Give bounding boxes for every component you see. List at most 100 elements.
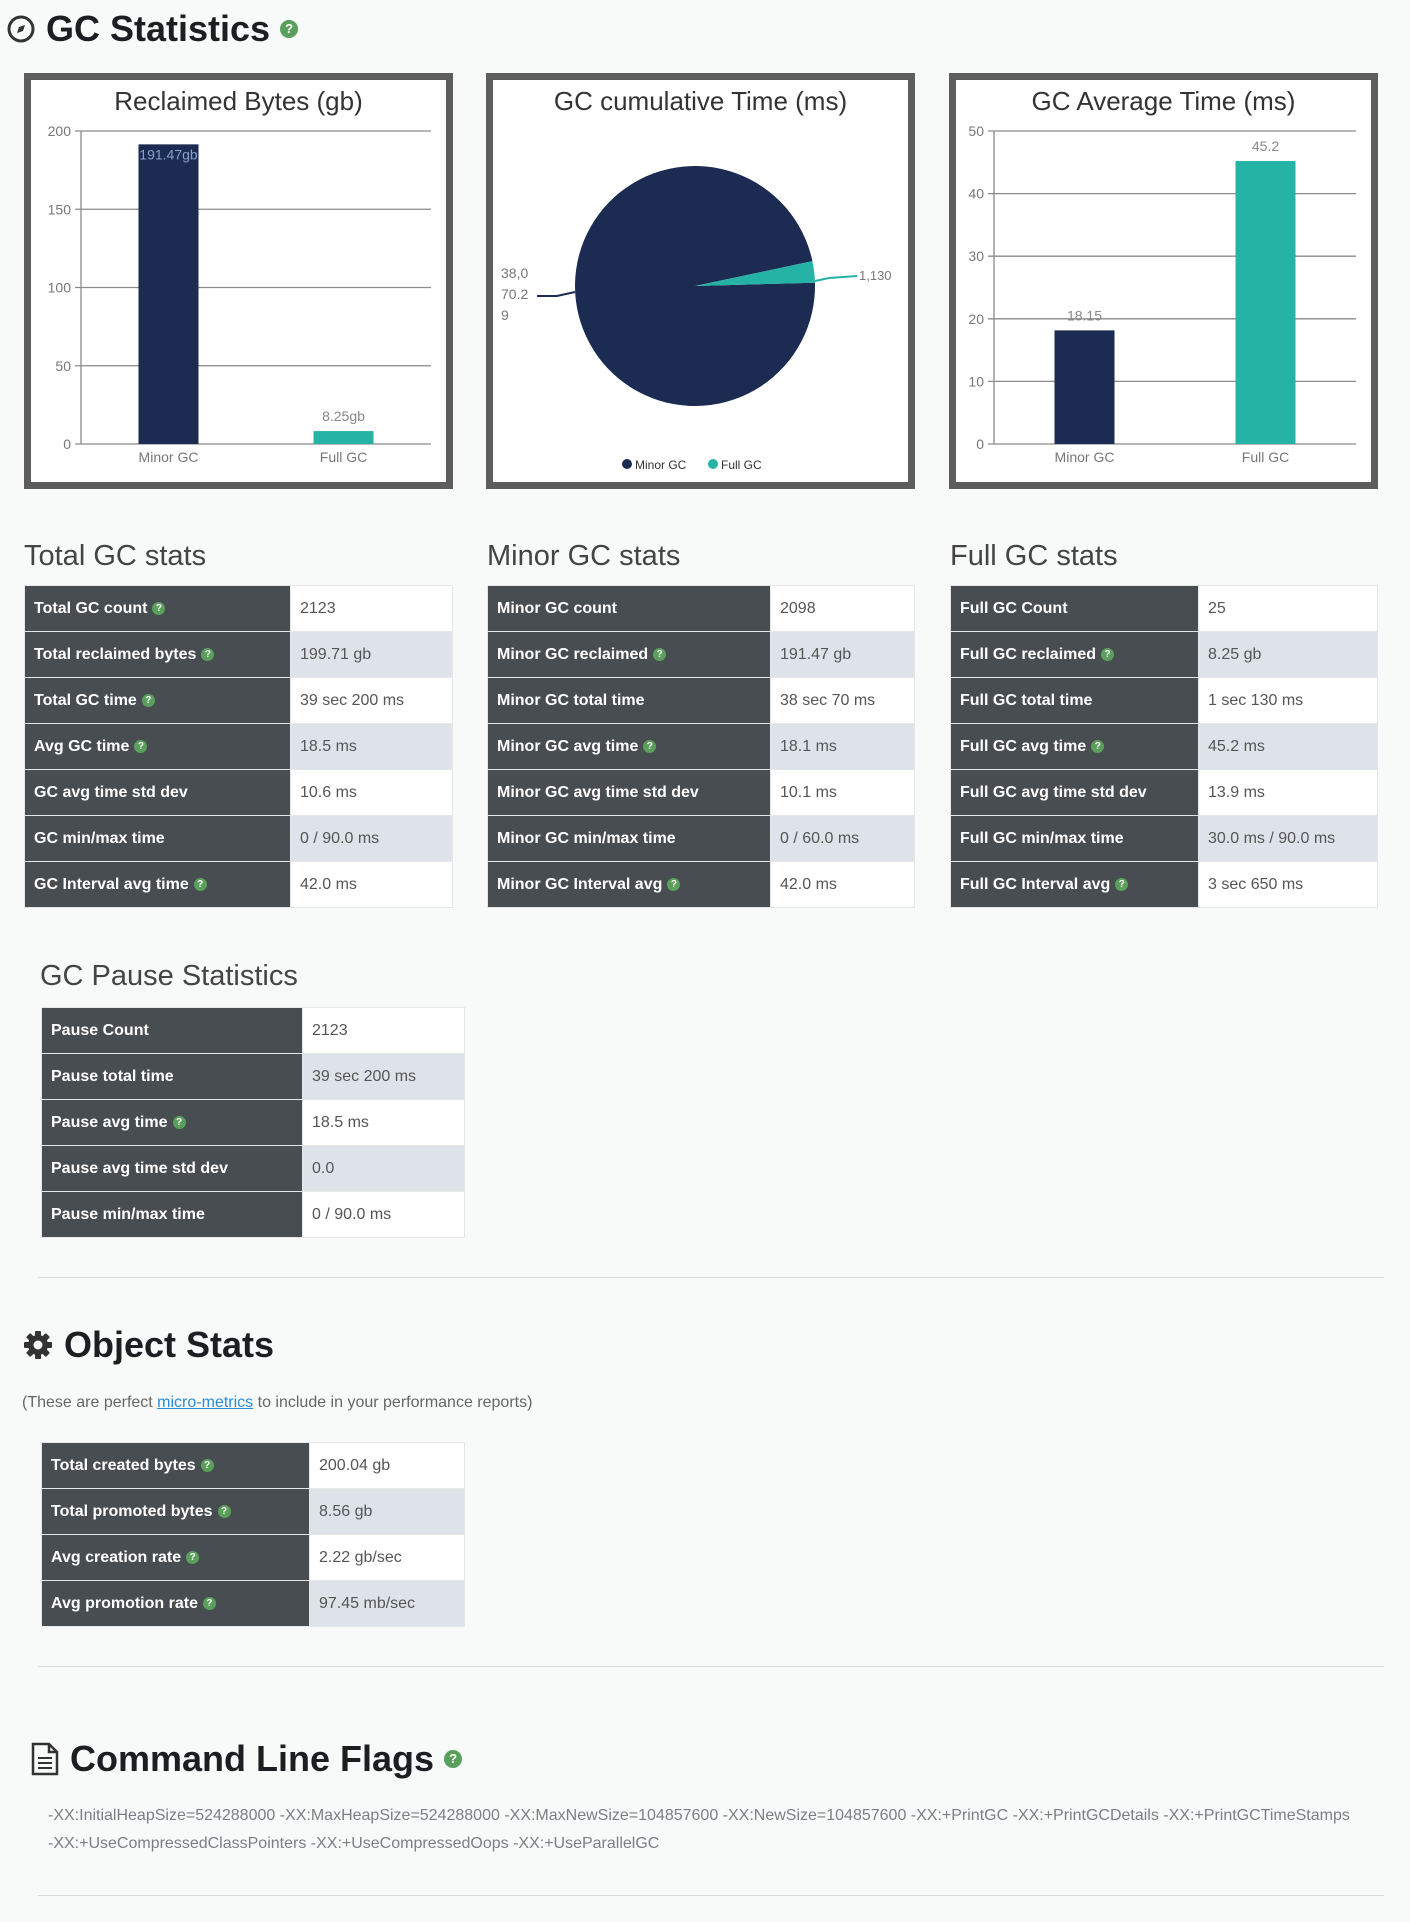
micro-metrics-note: (These are perfect micro-metrics to incl…: [22, 1394, 532, 1412]
full-gc-avg-time-std-dev-value: 13.9 ms: [1198, 769, 1378, 816]
stat-label-text: GC avg time std dev: [34, 783, 188, 801]
total-gc-time-value: 39 sec 200 ms: [290, 677, 453, 724]
minor-gc-interval-avg-value: 42.0 ms: [770, 861, 915, 908]
total-created-bytes-value: 200.04 gb: [309, 1442, 465, 1489]
gc-average-time-chart-plot: 0 10 20 30 40 50 Minor GC 18.15 Full GC 45.2: [968, 123, 1356, 465]
gc-statistics-title-text: GC Statistics: [46, 8, 271, 49]
y-tick-label: 10: [968, 373, 984, 389]
data-label: 8.25gb: [322, 408, 365, 424]
help-icon[interactable]: ?: [172, 1115, 186, 1129]
help-icon[interactable]: ?: [141, 693, 155, 707]
full-gc-total-time-value: 1 sec 130 ms: [1198, 677, 1378, 724]
full-gc-count-label: Full GC Count: [950, 585, 1199, 632]
table-row: GC Interval avg time? 42.0 ms: [24, 861, 453, 908]
total-reclaimed-bytes-value: 199.71 gb: [290, 631, 453, 678]
help-icon[interactable]: ?: [201, 647, 215, 661]
reclaimed-bytes-chart-title: Reclaimed Bytes (gb): [114, 86, 363, 116]
gc-min-max-time-label: GC min/max time: [24, 815, 291, 862]
pause-count-label: Pause Count: [41, 1007, 303, 1054]
gc-pause-statistics-heading: GC Pause Statistics: [40, 960, 298, 992]
help-icon[interactable]: ?: [653, 647, 667, 661]
help-icon[interactable]: ?: [134, 739, 148, 753]
gc-avg-time-std-dev-label: GC avg time std dev: [24, 769, 291, 816]
stat-label-text: Minor GC Interval avg: [497, 875, 663, 893]
table-row: Minor GC Interval avg? 42.0 ms: [487, 861, 915, 908]
stat-label-text: Total reclaimed bytes: [34, 645, 197, 663]
help-icon[interactable]: ?: [643, 739, 657, 753]
stat-label-text: Full GC total time: [960, 691, 1093, 709]
gc-interval-avg-time-value: 42.0 ms: [290, 861, 453, 908]
table-row: Total reclaimed bytes? 199.71 gb: [24, 631, 453, 678]
pause-avg-time-value: 18.5 ms: [302, 1099, 465, 1146]
pause-count-value: 2123: [302, 1007, 465, 1054]
object-stats-table: Total created bytes? 200.04 gb Total promo…: [41, 1442, 465, 1627]
command-line-flags-title-text: Command Line Flags: [70, 1738, 435, 1779]
minor-gc-count-value: 2098: [770, 585, 915, 632]
full-gc-stats-heading: Full GC stats: [950, 540, 1118, 572]
stat-label-text: Pause total time: [51, 1067, 174, 1085]
gc-min-max-time-value: 0 / 90.0 ms: [290, 815, 453, 862]
minor-gc-total-time-value: 38 sec 70 ms: [770, 677, 915, 724]
pause-avg-time-std-dev-label: Pause avg time std dev: [41, 1145, 303, 1192]
total-promoted-bytes-value: 8.56 gb: [309, 1488, 465, 1535]
reclaimed-bytes-chart-plot: 0 50 100 150 200 Minor GC 191.47gb Full GC 8.25g…: [48, 123, 431, 465]
x-tick-label: Minor GC: [1055, 449, 1115, 465]
table-row: Pause Count 2123: [41, 1007, 465, 1054]
total-reclaimed-bytes-label: Total reclaimed bytes?: [24, 631, 291, 678]
leader-line-minor-gc: [537, 291, 576, 297]
help-icon[interactable]: ?: [200, 1458, 214, 1472]
help-icon[interactable]: ?: [186, 1550, 200, 1564]
object-stats-title-text: Object Stats: [64, 1324, 275, 1365]
object-stats-title: Object Stats: [22, 1324, 274, 1366]
bar-full-gc: [1235, 161, 1296, 444]
table-row: Full GC min/max time 30.0 ms / 90.0 ms: [950, 815, 1378, 862]
total-gc-count-label: Total GC count?: [24, 585, 291, 632]
help-icon[interactable]: ?: [667, 877, 681, 891]
table-row: Avg GC time? 18.5 ms: [24, 723, 453, 770]
table-row: Full GC avg time std dev 13.9 ms: [950, 769, 1378, 816]
data-label: 18.15: [1067, 307, 1102, 323]
full-gc-min-max-time-value: 30.0 ms / 90.0 ms: [1198, 815, 1378, 862]
total-gc-time-label: Total GC time?: [24, 677, 291, 724]
help-icon[interactable]: ?: [193, 877, 207, 891]
help-icon[interactable]: ?: [217, 1504, 231, 1518]
minor-gc-stats-table: Minor GC count 2098 Minor GC reclaimed? 191…: [487, 585, 915, 908]
full-gc-reclaimed-label: Full GC reclaimed?: [950, 631, 1199, 678]
flags-line-2: -XX:+UseCompressedClassPointers -XX:+Use…: [48, 1835, 660, 1852]
x-tick-label: Full GC: [320, 449, 367, 465]
help-icon[interactable]: ?: [1115, 877, 1129, 891]
help-icon[interactable]: ?: [1091, 739, 1105, 753]
full-gc-avg-time-std-dev-label: Full GC avg time std dev: [950, 769, 1199, 816]
help-icon[interactable]: ?: [444, 1750, 463, 1768]
gc-interval-avg-time-label: GC Interval avg time?: [24, 861, 291, 908]
full-gc-avg-time-value: 45.2 ms: [1198, 723, 1378, 770]
minor-gc-avg-time-label: Minor GC avg time?: [487, 723, 771, 770]
data-label: 70.2: [501, 286, 528, 302]
help-icon[interactable]: ?: [1101, 647, 1115, 661]
gc-cumulative-time-chart-plot: 1,130 38,0 70.2 9 Minor GC Full GC: [501, 166, 892, 472]
stat-label-text: GC Interval avg time: [34, 875, 189, 893]
help-icon[interactable]: ?: [152, 601, 166, 615]
table-row: Full GC reclaimed? 8.25 gb: [950, 631, 1378, 678]
stat-label-text: Avg GC time: [34, 737, 130, 755]
reclaimed-bytes-chart: Reclaimed Bytes (gb) 0 50 100 150 200 Minor G…: [24, 73, 453, 489]
y-tick-label: 30: [968, 248, 984, 264]
stat-label-text: Full GC reclaimed: [960, 645, 1097, 663]
minor-gc-interval-avg-label: Minor GC Interval avg?: [487, 861, 771, 908]
table-row: Avg promotion rate? 97.45 mb/sec: [41, 1580, 465, 1627]
stat-label-text: Minor GC avg time std dev: [497, 783, 699, 801]
help-icon[interactable]: ?: [202, 1596, 216, 1610]
gc-avg-time-std-dev-value: 10.6 ms: [290, 769, 453, 816]
gear-icon: [24, 1331, 52, 1359]
bar-full-gc: [313, 431, 374, 444]
y-tick-label: 20: [968, 311, 984, 327]
full-gc-count-value: 25: [1198, 585, 1378, 632]
help-icon[interactable]: ?: [280, 20, 299, 38]
avg-promotion-rate-label: Avg promotion rate?: [41, 1580, 310, 1627]
micro-metrics-link[interactable]: micro-metrics: [157, 1394, 254, 1411]
table-row: Minor GC avg time? 18.1 ms: [487, 723, 915, 770]
minor-gc-count-label: Minor GC count: [487, 585, 771, 632]
minor-gc-avg-time-std-dev-label: Minor GC avg time std dev: [487, 769, 771, 816]
total-gc-stats-heading: Total GC stats: [24, 540, 207, 572]
y-tick-label: 50: [968, 123, 984, 139]
